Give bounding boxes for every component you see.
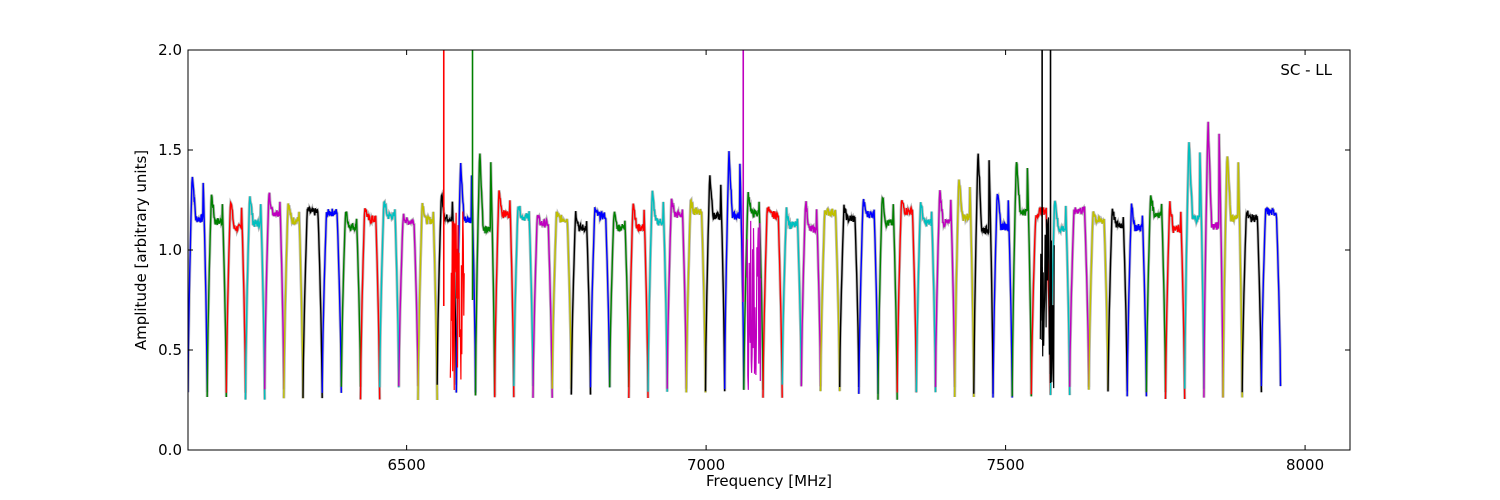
- channel-trace: [1164, 201, 1186, 400]
- channel-trace: [819, 207, 841, 392]
- channel-trace: [283, 203, 304, 399]
- channel-trace: [264, 192, 285, 390]
- channel-trace: [244, 196, 266, 400]
- channel-trace: [934, 190, 956, 388]
- channel-trace: [513, 205, 534, 387]
- channel-trace: [647, 190, 668, 392]
- y-tick-label: 0.5: [158, 341, 182, 359]
- channel-trace: [1241, 210, 1263, 393]
- channel-trace: [225, 200, 247, 393]
- channel-trace: [762, 206, 783, 398]
- y-tick-label: 2.0: [158, 41, 182, 59]
- channel-trace: [973, 153, 994, 394]
- channel-trace: [188, 176, 208, 393]
- channel-trace: [628, 203, 649, 399]
- channel-trace: [1011, 162, 1032, 397]
- channel-trace: [206, 194, 227, 398]
- channel-trace: [570, 211, 592, 395]
- channel-trace: [1260, 207, 1282, 387]
- y-tick-label: 0.0: [158, 441, 182, 459]
- plot-annotation: SC - LL: [1280, 61, 1332, 79]
- x-tick-label: 7000: [687, 456, 725, 474]
- channel-trace: [704, 175, 726, 392]
- channel-trace: [839, 204, 860, 388]
- channel-trace: [666, 198, 687, 389]
- rfi-dropout: [746, 220, 762, 390]
- channel-trace: [1145, 195, 1167, 393]
- y-tick-label: 1.5: [158, 141, 182, 159]
- channel-trace: [954, 179, 975, 398]
- x-axis-ticks: 6500 7000 7500 8000: [388, 50, 1324, 474]
- channel-trace: [1203, 121, 1224, 398]
- channel-trace: [1126, 203, 1148, 397]
- spike-group: [442, 50, 1052, 374]
- channel-trace: [609, 211, 630, 388]
- channel-trace: [359, 208, 381, 400]
- rfi-dropout: [1039, 217, 1055, 389]
- channel-trace: [340, 211, 362, 387]
- channel-trace: [302, 205, 323, 399]
- channel-trace: [417, 202, 438, 401]
- channel-trace: [800, 201, 822, 387]
- x-axis-label: Frequency [MHz]: [706, 472, 832, 490]
- channel-trace: [1049, 200, 1071, 396]
- rfi-dropout: [449, 211, 465, 391]
- channel-trace: [379, 200, 400, 388]
- channel-trace: [1184, 142, 1205, 389]
- y-axis-ticks: 0.0 0.5 1.0 1.5 2.0: [158, 41, 1350, 459]
- channel-trace: [1069, 206, 1090, 387]
- y-axis-label: Amplitude [arbitrary units]: [132, 150, 150, 350]
- channel-trace: [1107, 208, 1128, 392]
- channel-trace: [992, 193, 1013, 398]
- channel-trace: [1088, 211, 1109, 390]
- channel-trace: [781, 207, 802, 385]
- channel-trace: [551, 211, 572, 389]
- channel-trace: [896, 199, 917, 393]
- channel-trace: [915, 202, 937, 393]
- channel-trace: [474, 153, 496, 396]
- channel-trace: [724, 151, 745, 390]
- channel-trace: [685, 198, 707, 393]
- x-tick-label: 6500: [388, 456, 426, 474]
- channel-trace: [321, 208, 342, 393]
- x-tick-label: 8000: [1286, 456, 1324, 474]
- y-tick-label: 1.0: [158, 241, 182, 259]
- channel-trace: [398, 213, 419, 387]
- channel-trace: [877, 196, 898, 400]
- channel-trace: [494, 190, 515, 398]
- channel-trace: [858, 198, 879, 394]
- x-tick-label: 7500: [986, 456, 1024, 474]
- channel-trace: [532, 214, 553, 398]
- channel-trace: [589, 207, 611, 388]
- series-group: [188, 121, 1282, 401]
- channel-trace: [1222, 156, 1243, 398]
